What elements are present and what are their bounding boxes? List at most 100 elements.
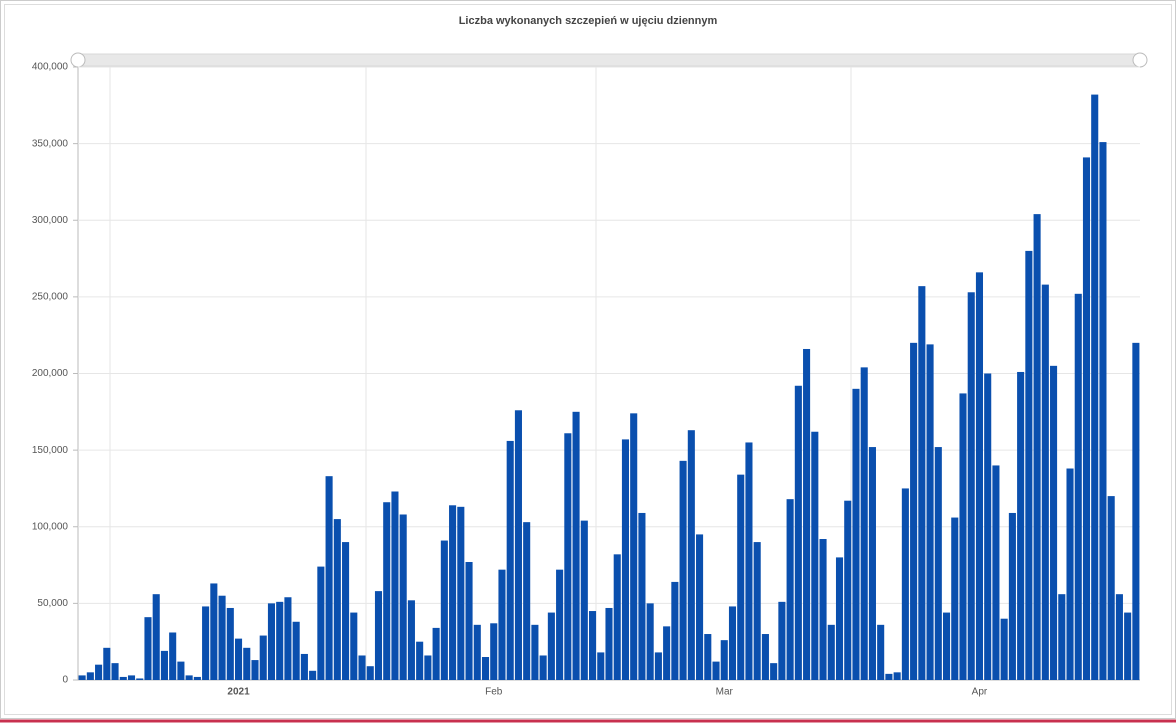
bar	[267, 603, 276, 680]
y-tick-label: 250,000	[32, 292, 69, 303]
bar	[366, 666, 374, 680]
bar	[588, 611, 597, 680]
bar	[1050, 365, 1058, 680]
bar	[761, 634, 769, 680]
bar	[786, 499, 794, 680]
bar	[794, 385, 802, 680]
bar	[992, 465, 1000, 680]
bar	[95, 664, 103, 680]
bar	[317, 566, 325, 680]
bar	[465, 561, 473, 680]
bar	[342, 542, 350, 680]
bar	[1091, 94, 1099, 680]
bar	[399, 514, 407, 680]
bar	[984, 373, 992, 680]
bar	[457, 506, 465, 680]
x-tick-label: Feb	[485, 687, 503, 698]
x-tick-label: Mar	[716, 687, 734, 698]
bar	[325, 476, 333, 680]
y-tick-label: 50,000	[37, 598, 68, 609]
bar	[605, 607, 613, 680]
bar	[893, 672, 901, 680]
bar	[1066, 468, 1074, 680]
bar	[745, 442, 753, 680]
bar	[136, 678, 144, 680]
y-tick-label: 400,000	[32, 62, 69, 73]
bar	[284, 597, 292, 680]
bar	[152, 594, 160, 680]
bar	[646, 603, 654, 680]
bar	[1017, 371, 1025, 680]
bar	[1099, 142, 1107, 680]
y-tick-label: 200,000	[32, 368, 69, 379]
bar	[103, 647, 111, 680]
bar	[1124, 612, 1132, 680]
bar	[119, 676, 127, 680]
bar	[473, 624, 481, 680]
bar	[243, 647, 251, 680]
bar	[490, 623, 498, 680]
bar	[350, 612, 358, 680]
bar	[613, 554, 621, 680]
bar	[720, 640, 728, 680]
bar	[185, 675, 193, 680]
bar	[391, 491, 399, 680]
slider-handle-right[interactable]	[1132, 52, 1148, 68]
bar	[531, 624, 539, 680]
bar	[259, 635, 267, 680]
bar	[144, 617, 152, 680]
bar	[860, 367, 868, 680]
bar	[885, 673, 893, 680]
bar	[819, 539, 827, 680]
bar	[1033, 214, 1041, 680]
bar	[835, 557, 844, 680]
bar	[333, 519, 341, 680]
y-tick-label: 300,000	[32, 215, 69, 226]
bar	[358, 655, 366, 680]
bar	[967, 292, 975, 680]
bar	[383, 502, 391, 680]
bar	[547, 612, 555, 680]
bar	[86, 672, 94, 680]
bar	[877, 624, 885, 680]
bar	[671, 581, 679, 680]
bar	[210, 583, 218, 680]
bar	[868, 447, 876, 680]
bar	[728, 606, 737, 680]
bar	[523, 522, 531, 680]
range-slider[interactable]	[77, 53, 1141, 67]
x-tick-label: Apr	[972, 687, 988, 698]
bar	[202, 606, 210, 680]
bar	[926, 344, 934, 680]
bar	[975, 272, 984, 680]
bar	[1025, 250, 1033, 680]
bar	[1008, 512, 1016, 680]
bar	[778, 601, 786, 680]
bar	[160, 650, 168, 680]
bar	[292, 621, 300, 680]
bar	[959, 393, 967, 680]
bar	[449, 505, 457, 680]
bar	[251, 660, 259, 680]
bar	[498, 569, 506, 680]
y-tick-label: 350,000	[32, 138, 69, 149]
bar	[424, 655, 432, 680]
bar	[753, 542, 761, 680]
bar	[687, 430, 695, 680]
bar	[177, 661, 185, 680]
bar	[514, 410, 522, 680]
bar	[597, 652, 605, 680]
slider-handle-left[interactable]	[70, 52, 86, 68]
bar	[770, 663, 778, 680]
bar	[234, 638, 243, 680]
bar	[169, 632, 177, 680]
bar	[440, 540, 448, 680]
bar	[111, 663, 119, 680]
bar	[621, 439, 630, 680]
bar	[481, 657, 490, 680]
y-tick-label: 100,000	[32, 521, 69, 532]
bar	[852, 388, 860, 680]
bar	[934, 447, 942, 680]
bar	[1132, 342, 1140, 680]
